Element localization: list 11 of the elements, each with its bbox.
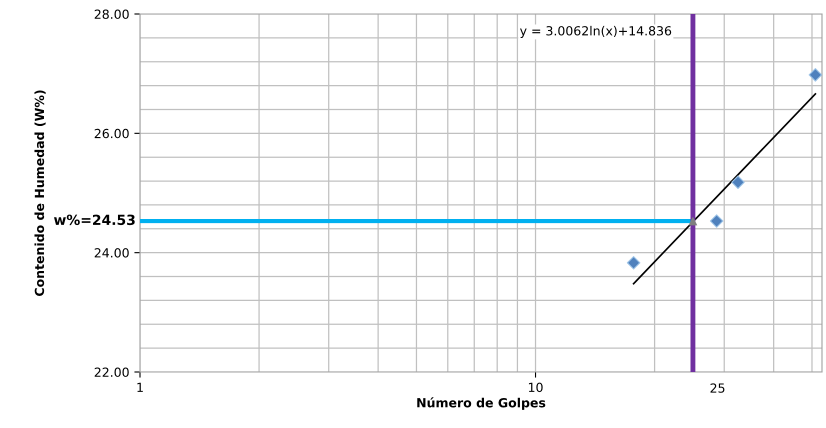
x-tick-label: 10 bbox=[528, 382, 543, 392]
x-tick-label: 1 bbox=[137, 382, 143, 392]
annotation: y = 3.0062ln(x)+14.836 bbox=[520, 26, 672, 38]
y-tick-label: 28.00 bbox=[94, 9, 129, 19]
y-tick-label: 22.00 bbox=[94, 367, 129, 377]
ref-line-label: 25 bbox=[710, 383, 724, 393]
y-axis-title: Contenido de Humedad (W%) bbox=[34, 90, 46, 296]
y-tick-label: 24.00 bbox=[94, 248, 129, 258]
x-axis-title: Número de Golpes bbox=[417, 397, 546, 410]
annotation: w%=24.53 bbox=[54, 214, 135, 226]
y-tick-label: 26.00 bbox=[94, 128, 129, 138]
